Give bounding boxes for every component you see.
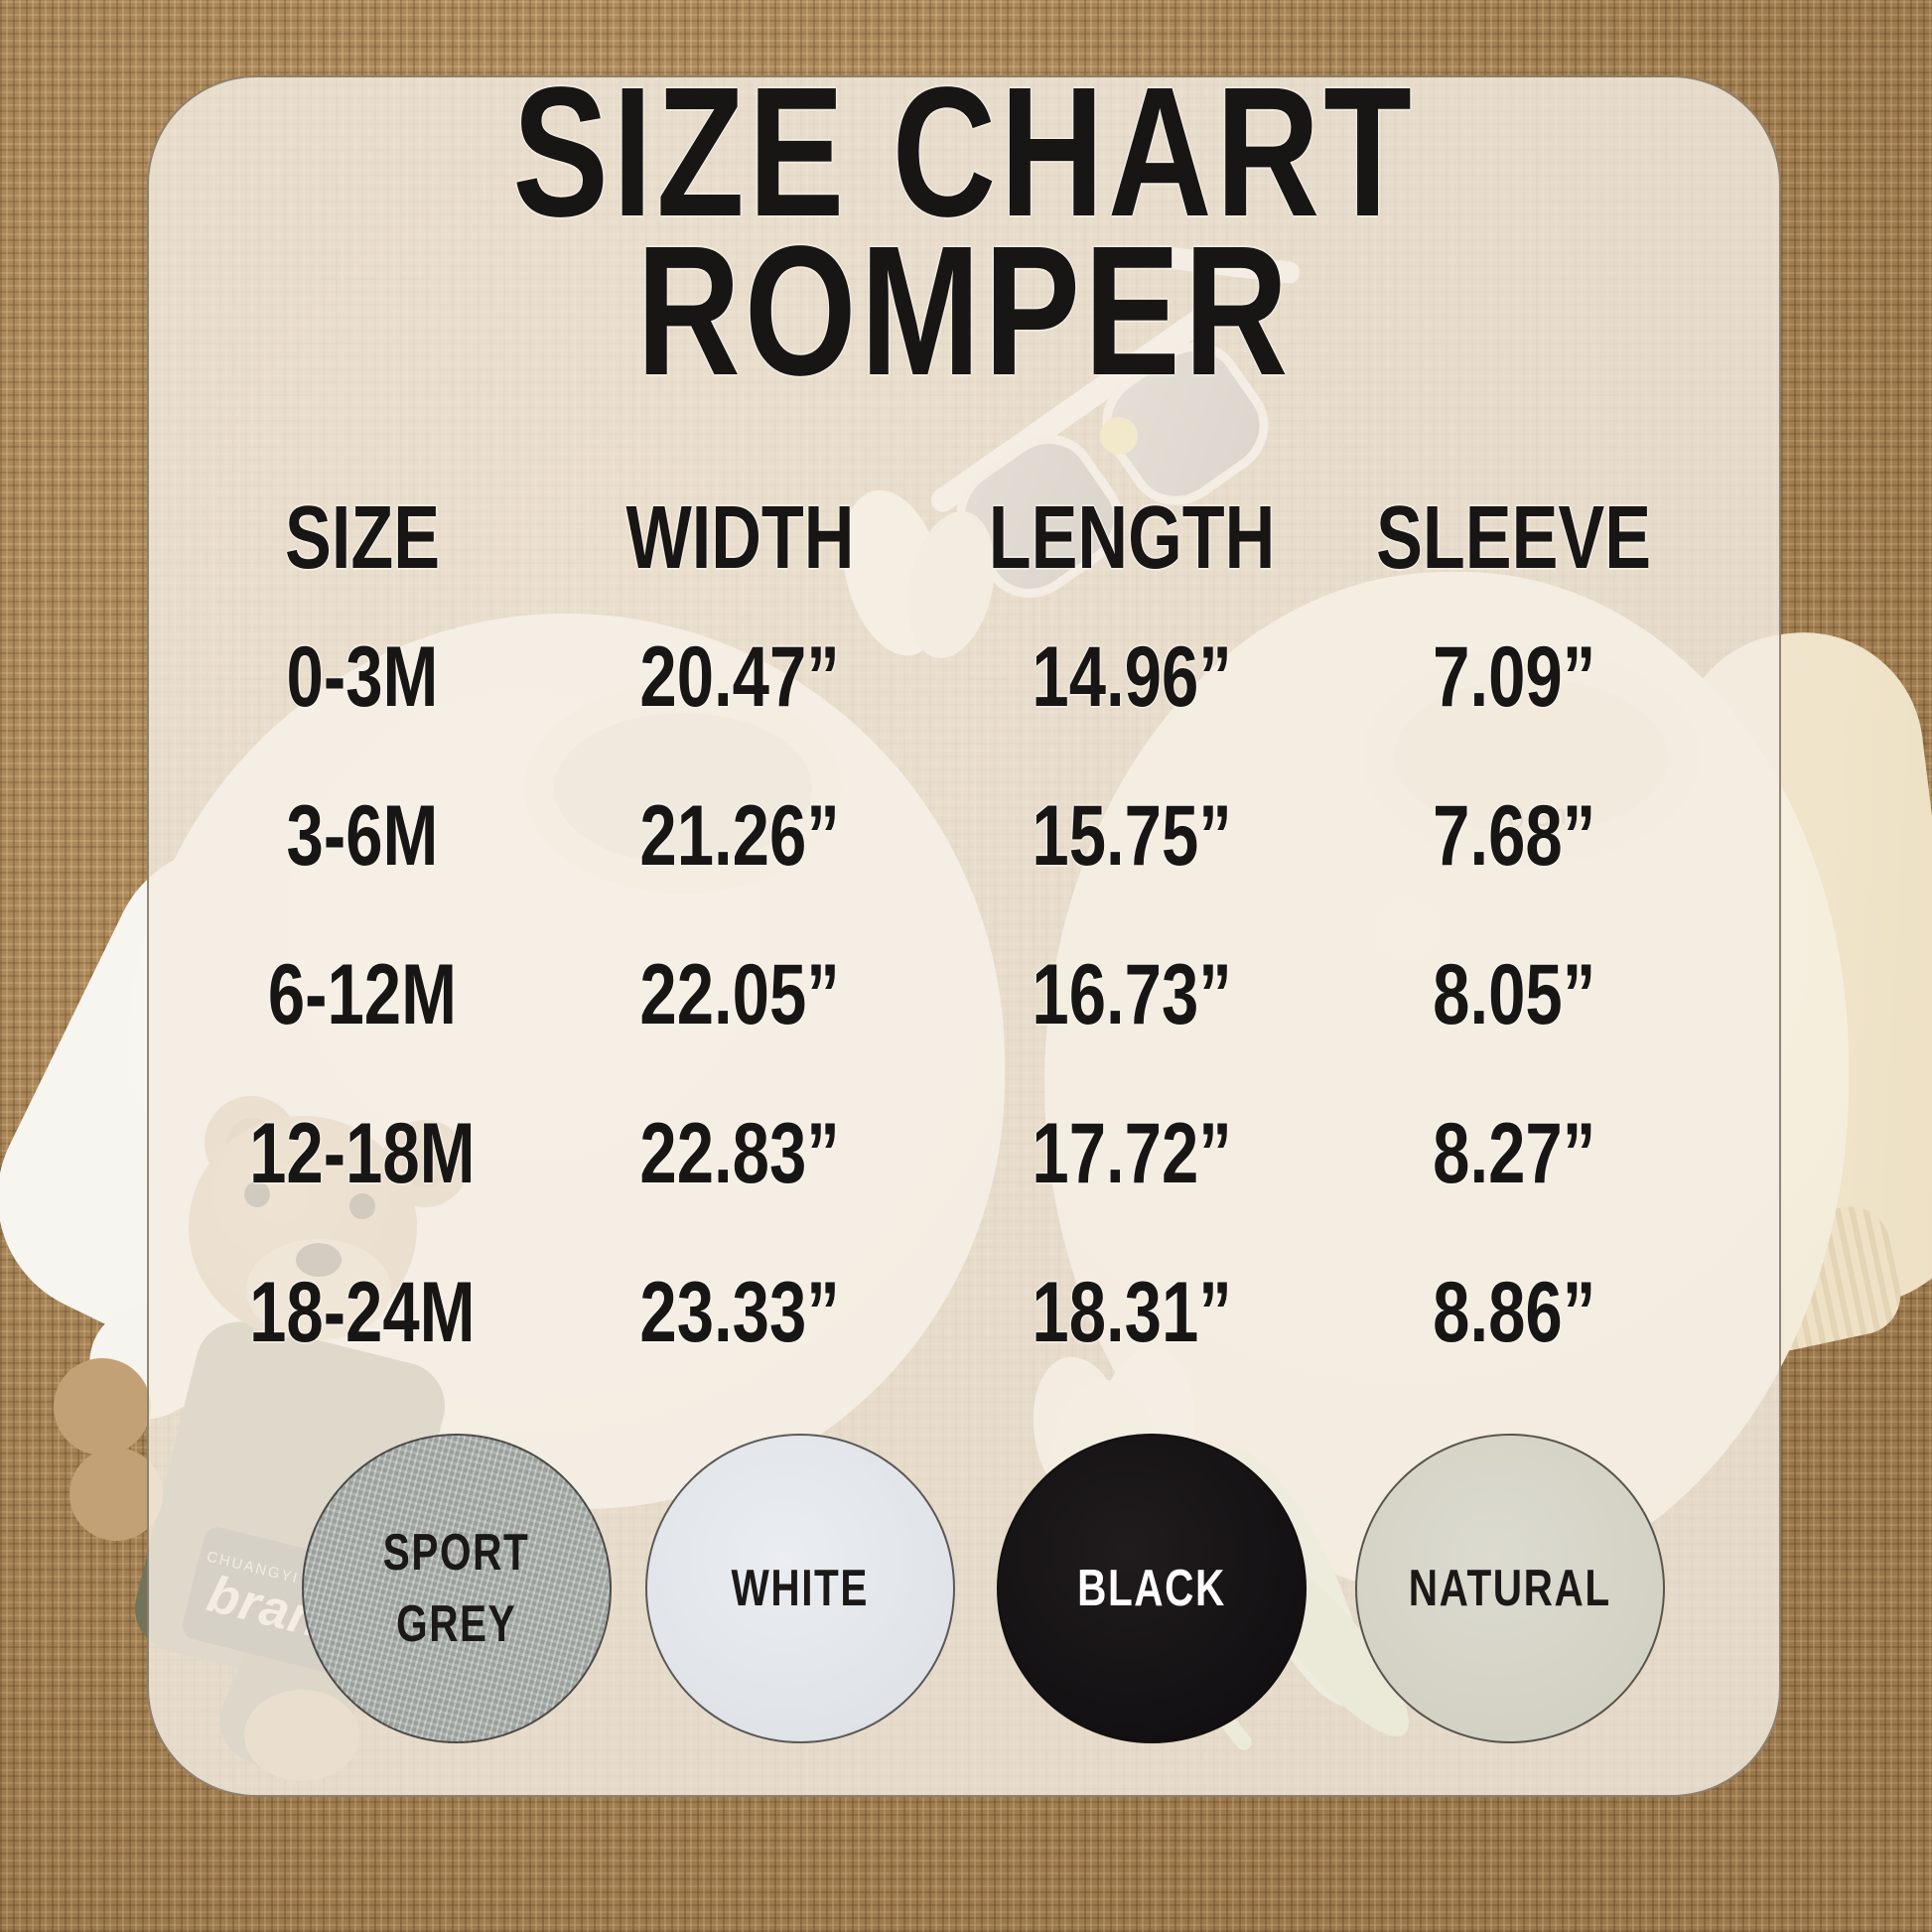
swatch-natural: NATURAL [1355,1434,1665,1743]
swatch-label: GREY [396,1595,517,1653]
sleeve-cell: 7.09” [1432,628,1596,725]
table-row: 0-3M 20.47” 14.96” 7.09” [169,598,1688,757]
size-cell: 18-24M [249,1264,476,1360]
length-cell: 16.73” [1032,946,1232,1042]
length-cell: 15.75” [1032,787,1232,884]
length-cell: 14.96” [1032,628,1232,725]
swatch-sport-grey: SPORT GREY [302,1434,612,1743]
column-header-size: SIZE [284,487,441,588]
length-cell: 17.72” [1032,1105,1232,1201]
size-cell: 12-18M [249,1105,476,1201]
table-row: 6-12M 22.05” 16.73” 8.05” [169,915,1688,1074]
size-table-body: 0-3M 20.47” 14.96” 7.09” 3-6M 21.26” 15.… [169,598,1688,1392]
size-cell: 0-3M [286,628,439,725]
swatch-label: NATURAL [1409,1560,1611,1617]
width-cell: 23.33” [639,1264,840,1360]
swatch-white: WHITE [645,1434,955,1743]
sleeve-cell: 8.27” [1432,1105,1596,1201]
width-cell: 20.47” [639,628,840,725]
width-cell: 22.05” [639,946,840,1042]
sleeve-cell: 8.05” [1432,946,1596,1042]
poster-title-line1: SIZE CHART [512,50,1416,255]
column-header-sleeve: SLEEVE [1376,487,1652,588]
width-cell: 22.83” [639,1105,840,1201]
poster-title-line2: ROMPER [635,208,1293,414]
width-cell: 21.26” [639,787,840,884]
table-row: 3-6M 21.26” 15.75” 7.68” [169,757,1688,915]
sleeve-cell: 8.86” [1432,1264,1596,1360]
table-row: 18-24M 23.33” 18.31” 8.86” [169,1233,1688,1392]
poster-title: SIZE CHART ROMPER [147,50,1781,414]
swatch-label: SPORT [383,1524,530,1582]
column-header-width: WIDTH [624,487,855,588]
length-cell: 18.31” [1032,1264,1232,1360]
table-header-row: SIZE WIDTH LENGTH SLEEVE [169,483,1688,594]
swatch-black: BLACK [997,1434,1307,1743]
sleeve-cell: 7.68” [1432,787,1596,884]
size-cell: 3-6M [286,787,439,884]
teddy-paw [54,1358,151,1455]
column-header-length: LENGTH [988,487,1276,588]
size-cell: 6-12M [267,946,458,1042]
swatch-label: WHITE [731,1560,870,1617]
table-row: 12-18M 22.83” 17.72” 8.27” [169,1074,1688,1233]
swatch-label: BLACK [1077,1560,1226,1617]
